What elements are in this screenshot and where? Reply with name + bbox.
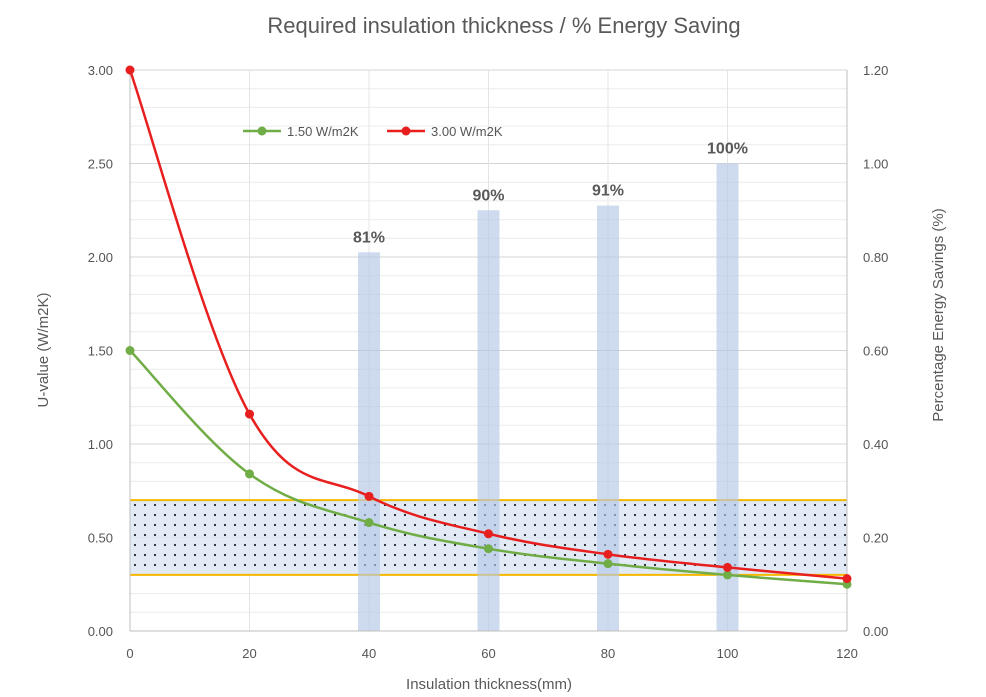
x-tick-label: 60 <box>481 646 495 661</box>
data-point <box>364 491 374 501</box>
y2-tick-label: 0.00 <box>863 624 888 639</box>
y2-tick-label: 0.20 <box>863 531 888 546</box>
y2-tick-label: 1.20 <box>863 63 888 78</box>
y-tick-label: 1.00 <box>88 437 113 452</box>
data-point <box>603 549 613 559</box>
y-tick-label: 0.50 <box>88 531 113 546</box>
series-points <box>125 65 852 589</box>
y-tick-label: 2.50 <box>88 157 113 172</box>
bar-labels: 81% 90% 91% 100% <box>353 141 748 247</box>
x-tick-label: 0 <box>126 646 133 661</box>
bar <box>477 210 500 631</box>
x-axis-title: Insulation thickness(mm) <box>406 676 572 693</box>
data-point <box>603 559 613 569</box>
tick-labels: 0 20 40 60 80 100 120 0.00 0.50 1.00 1.50 2.00 2.50 3… <box>88 63 889 661</box>
legend: 1.50 W/m2K 3.00 W/m2K <box>243 124 503 139</box>
x-tick-label: 100 <box>717 646 739 661</box>
y-tick-label: 1.50 <box>88 344 113 359</box>
bar <box>716 163 739 631</box>
y-tick-label: 3.00 <box>88 63 113 78</box>
chart-title: Required insulation thickness / % Energy… <box>267 13 740 38</box>
y-axis-title: U-value (W/m2K) <box>35 292 52 407</box>
x-tick-label: 120 <box>836 646 858 661</box>
y2-tick-label: 1.00 <box>863 157 888 172</box>
y2-tick-label: 0.80 <box>863 250 888 265</box>
data-point <box>723 562 732 572</box>
data-point <box>245 469 254 479</box>
y-tick-label: 0.00 <box>88 624 113 639</box>
y2-tick-label: 0.40 <box>863 437 888 452</box>
data-point <box>723 570 732 580</box>
legend-label: 1.50 W/m2K <box>287 124 359 139</box>
data-point <box>245 409 254 419</box>
data-point <box>125 346 135 355</box>
x-tick-label: 20 <box>242 646 256 661</box>
data-point <box>125 65 135 75</box>
data-point <box>842 574 852 584</box>
y2-tick-label: 0.60 <box>863 344 888 359</box>
y-tick-label: 2.00 <box>88 250 113 265</box>
bar-data-label: 81% <box>353 229 385 246</box>
bar-data-label: 91% <box>592 183 624 200</box>
data-point <box>364 518 374 528</box>
legend-swatch-marker <box>257 126 267 136</box>
bar-data-label: 100% <box>707 141 748 158</box>
data-point <box>484 544 493 554</box>
legend-swatch-marker <box>401 126 411 136</box>
bar <box>597 205 619 631</box>
y2-axis-title: Percentage Energy Savings (%) <box>930 208 947 421</box>
bar-data-label: 90% <box>472 187 504 204</box>
bars <box>358 163 739 631</box>
x-tick-label: 40 <box>362 646 376 661</box>
series-line-1 <box>128 69 848 580</box>
x-tick-label: 80 <box>601 646 615 661</box>
bar <box>358 252 380 631</box>
legend-label: 3.00 W/m2K <box>431 124 503 139</box>
data-point <box>484 529 493 539</box>
